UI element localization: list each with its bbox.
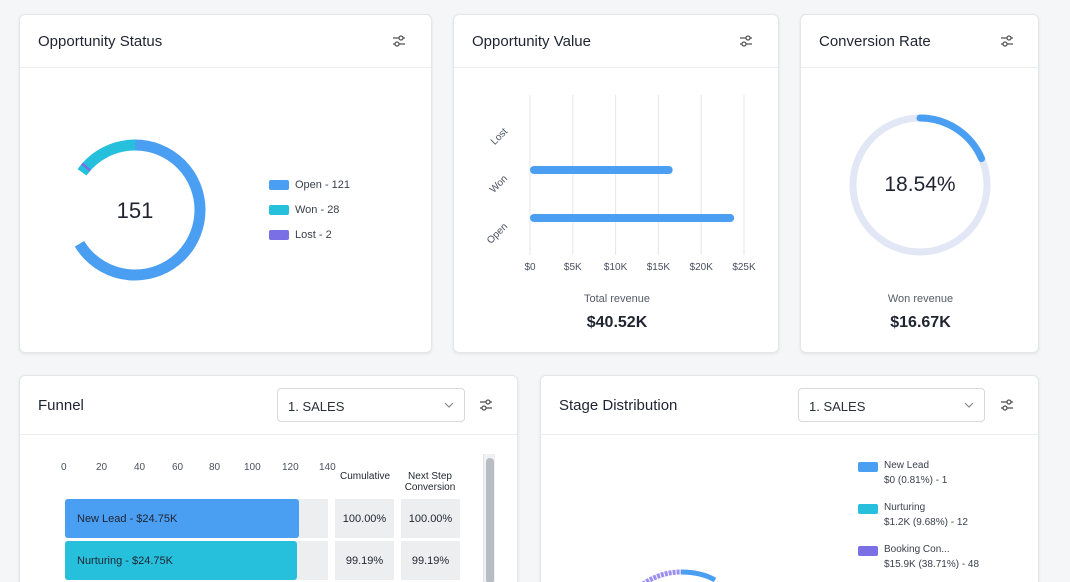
axis-tick: 40 xyxy=(134,462,146,473)
conversion-rate-value: 18.54% xyxy=(884,173,956,196)
funnel-bar-nurturing[interactable]: Nurturing - $24.75K xyxy=(65,541,298,580)
cumulative-column-header: Cumulative xyxy=(339,471,391,482)
legend-label: Won - 28 xyxy=(295,204,340,216)
axis-tick: 60 xyxy=(172,462,184,473)
conversion-rate-card: Conversion Rate 18.54% Won revenue $16.6… xyxy=(800,14,1039,353)
y-tick-label: Open xyxy=(485,221,510,246)
next-step-cell: 99.19% xyxy=(401,541,460,580)
bar-won[interactable] xyxy=(530,166,673,174)
card-header: Opportunity Value xyxy=(454,15,778,68)
status-donut-chart xyxy=(64,139,206,281)
won-revenue-value: $16.67K xyxy=(890,314,951,331)
next-step-conversion-header: Next Step Conversion xyxy=(398,471,462,493)
card-header: Opportunity Status xyxy=(20,15,431,68)
legend-swatch xyxy=(269,205,289,215)
card-title: Opportunity Value xyxy=(472,33,591,50)
stage-distribution-donut-chart xyxy=(641,569,717,582)
legend-swatch xyxy=(269,230,289,240)
cumulative-cell: 99.19% xyxy=(335,541,394,580)
funnel-bar-new-lead[interactable]: New Lead - $24.75K xyxy=(65,499,299,538)
legend-stage-name: New Lead xyxy=(884,460,930,471)
total-revenue-label: Total revenue xyxy=(583,293,651,305)
axis-tick: 100 xyxy=(244,462,261,473)
opportunity-status-card: Opportunity Status 151 Open - 121 Won - … xyxy=(19,14,432,353)
legend-swatch xyxy=(858,504,878,514)
opportunity-value-bar-chart: $0 $5K $10K $15K $20K $25K Lost Won Open xyxy=(485,95,756,273)
legend-stage-name: Nurturing xyxy=(884,502,926,513)
x-tick-label: $25K xyxy=(732,262,756,273)
legend-swatch xyxy=(858,546,878,556)
legend-label: Lost - 2 xyxy=(295,229,332,241)
ring-progress xyxy=(849,114,991,256)
chevron-down-icon xyxy=(444,402,454,408)
card-header: Stage Distribution 1. SALES xyxy=(541,376,1038,435)
settings-sliders-icon[interactable] xyxy=(999,33,1015,49)
settings-sliders-icon[interactable] xyxy=(738,33,754,49)
card-title: Opportunity Status xyxy=(38,33,163,50)
conversion-rate-ring xyxy=(849,114,991,256)
next-step-header-line2: Conversion xyxy=(404,482,456,493)
card-header: Funnel 1. SALES xyxy=(20,376,517,435)
axis-tick: 20 xyxy=(96,462,108,473)
x-tick-label: $10K xyxy=(604,262,628,273)
bar-open[interactable] xyxy=(530,214,735,222)
opportunity-value-card: Opportunity Value $0 $5K $10K $15K $20K $25K L… xyxy=(453,14,779,353)
status-total: 151 xyxy=(116,198,154,223)
legend-item-lost: Lost - 2 xyxy=(269,229,332,241)
legend-label: Open - 121 xyxy=(295,179,351,191)
pipeline-select[interactable]: 1. SALES xyxy=(798,388,985,422)
y-tick-label: Lost xyxy=(489,126,510,147)
chevron-down-icon xyxy=(964,402,974,408)
card-header: Conversion Rate xyxy=(801,15,1038,68)
next-step-header-line1: Next Step xyxy=(408,471,452,482)
next-step-cell: 100.00% xyxy=(401,499,460,538)
funnel-scrollbar[interactable] xyxy=(483,454,495,582)
total-revenue-value: $40.52K xyxy=(586,314,648,331)
settings-sliders-icon[interactable] xyxy=(999,397,1015,413)
legend-item-won: Won - 28 xyxy=(269,204,339,216)
axis-tick: 0 xyxy=(61,462,67,473)
donut-arc-new-lead xyxy=(680,569,717,582)
pipeline-select-value: 1. SALES xyxy=(288,399,345,414)
legend-item-new-lead: New Lead $0 (0.81%) - 1 xyxy=(858,458,947,488)
pipeline-select-value: 1. SALES xyxy=(809,399,866,414)
cumulative-cell: 100.00% xyxy=(335,499,394,538)
legend-stage-detail: $1.2K (9.68%) - 12 xyxy=(884,517,968,528)
stage-distribution-card: Stage Distribution 1. SALES New Lead $0 … xyxy=(540,375,1039,582)
donut-segment-open[interactable] xyxy=(64,139,206,281)
legend-item-open: Open - 121 xyxy=(269,179,350,191)
y-tick-label: Won xyxy=(488,173,510,195)
x-tick-label: $5K xyxy=(564,262,582,273)
settings-sliders-icon[interactable] xyxy=(478,397,494,413)
funnel-card: Funnel 1. SALES 0 20 40 60 80 100 120 14… xyxy=(19,375,518,582)
won-revenue-label: Won revenue xyxy=(887,293,954,305)
legend-text: Nurturing $1.2K (9.68%) - 12 xyxy=(884,500,968,530)
x-tick-label: $0 xyxy=(524,262,536,273)
axis-tick: 140 xyxy=(319,462,336,473)
legend-stage-detail: $0 (0.81%) - 1 xyxy=(884,475,948,486)
settings-sliders-icon[interactable] xyxy=(391,33,407,49)
donut-arc-booking xyxy=(641,569,682,582)
legend-text: Booking Con... $15.9K (38.71%) - 48 xyxy=(884,542,979,572)
axis-tick: 80 xyxy=(209,462,221,473)
legend-item-nurturing: Nurturing $1.2K (9.68%) - 12 xyxy=(858,500,968,530)
legend-swatch xyxy=(858,462,878,472)
legend-item-booking-con: Booking Con... $15.9K (38.71%) - 48 xyxy=(858,542,979,572)
legend-stage-detail: $15.9K (38.71%) - 48 xyxy=(884,559,980,570)
x-tick-label: $15K xyxy=(647,262,671,273)
legend-swatch xyxy=(269,180,289,190)
legend-stage-name: Booking Con... xyxy=(884,544,950,555)
card-title: Conversion Rate xyxy=(819,33,931,50)
card-title: Funnel xyxy=(38,397,84,414)
x-tick-label: $20K xyxy=(690,262,714,273)
pipeline-select[interactable]: 1. SALES xyxy=(277,388,465,422)
scrollbar-thumb[interactable] xyxy=(486,458,494,582)
legend-text: New Lead $0 (0.81%) - 1 xyxy=(884,458,947,488)
axis-tick: 120 xyxy=(282,462,299,473)
card-title: Stage Distribution xyxy=(559,397,678,414)
